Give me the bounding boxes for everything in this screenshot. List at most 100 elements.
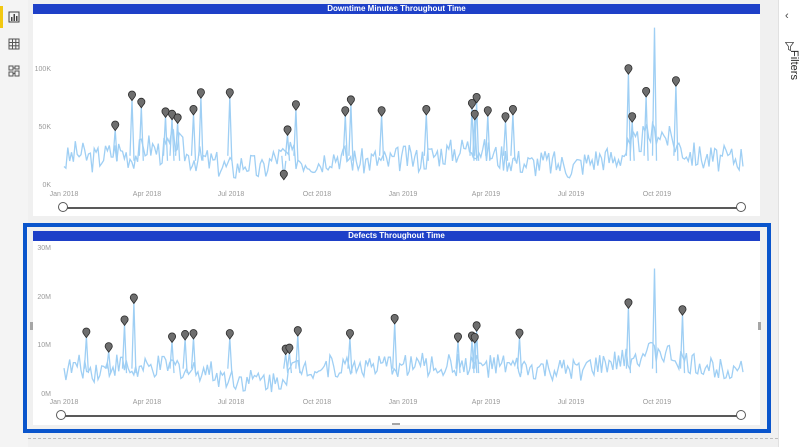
series-spike — [138, 106, 144, 161]
peak-marker — [82, 327, 91, 339]
defects-line-chart[interactable] — [33, 231, 760, 425]
peak-marker — [111, 120, 120, 132]
downtime-line-chart[interactable] — [33, 4, 760, 216]
x-tick-label: Jan 2019 — [388, 399, 418, 406]
peak-marker — [377, 106, 386, 117]
defects-slider-end-handle[interactable] — [736, 410, 746, 420]
x-tick-label: Apr 2019 — [471, 191, 501, 198]
peak-marker — [346, 95, 355, 107]
x-tick-label: Oct 2018 — [302, 191, 332, 198]
series-spike — [169, 118, 175, 161]
y-tick-label: 20M — [37, 294, 51, 301]
x-tick-label: Jan 2018 — [49, 191, 79, 198]
series-spike — [283, 353, 289, 374]
peak-marker — [454, 332, 462, 344]
peak-marker — [345, 329, 354, 340]
y-tick-label: 0M — [41, 391, 51, 398]
peak-marker — [624, 64, 633, 75]
series-spike — [227, 97, 233, 161]
peak-marker — [168, 332, 177, 344]
peak-marker — [671, 76, 680, 87]
series-spike — [182, 338, 188, 374]
series-spike — [162, 116, 169, 161]
chevron-left-icon[interactable]: ‹ — [785, 10, 789, 22]
peak-marker — [470, 109, 479, 121]
peak-marker — [508, 105, 517, 116]
series-spike — [190, 113, 197, 161]
x-tick-label: Apr 2018 — [132, 399, 162, 406]
peak-marker — [181, 330, 190, 341]
peak-marker — [189, 329, 198, 340]
filters-label: Filters — [788, 50, 800, 80]
y-tick-label: 0K — [42, 182, 51, 189]
x-tick-label: Jul 2019 — [557, 399, 585, 406]
x-tick-label: Jul 2018 — [217, 191, 245, 198]
peak-marker — [628, 112, 637, 123]
y-tick-label: 50K — [38, 124, 51, 131]
peak-marker — [285, 343, 294, 355]
peak-marker — [642, 87, 651, 98]
peak-marker — [470, 333, 479, 344]
peak-marker — [501, 112, 510, 123]
peak-marker — [196, 88, 205, 99]
peak-marker — [472, 321, 481, 332]
peak-marker — [225, 329, 234, 340]
y-tick-label: 10M — [37, 342, 51, 349]
peak-marker — [161, 107, 170, 119]
x-tick-label: Jan 2018 — [49, 399, 79, 406]
series-spike — [227, 338, 233, 374]
series-spike — [348, 104, 354, 161]
peak-marker — [137, 97, 146, 109]
downtime-slider-start-handle[interactable] — [58, 202, 68, 212]
series-spike — [131, 302, 137, 374]
series-spike — [392, 322, 398, 374]
downtime-visual[interactable]: Downtime Minutes Throughout Time 100K 50… — [33, 4, 760, 216]
peak-marker — [390, 314, 399, 325]
peak-marker — [104, 342, 113, 353]
x-tick-label: Jul 2018 — [217, 399, 245, 406]
x-tick-label: Jul 2019 — [557, 191, 585, 198]
series-spike — [651, 268, 658, 374]
series-spike — [293, 109, 299, 161]
x-tick-label: Apr 2018 — [132, 191, 162, 198]
y-tick-label: 100K — [34, 66, 51, 73]
series-spike — [629, 121, 635, 161]
page-divider — [28, 438, 778, 439]
filters-pane-collapsed[interactable]: ‹ — [778, 0, 800, 447]
series-spike — [129, 99, 135, 161]
defects-chart-title: Defects Throughout Time — [33, 231, 760, 241]
peak-marker — [422, 105, 431, 116]
report-view-icon[interactable] — [0, 6, 23, 28]
resize-handle-left[interactable] — [30, 322, 33, 330]
downtime-slider-end-handle[interactable] — [736, 202, 746, 212]
model-view-icon[interactable] — [5, 62, 23, 80]
peak-marker — [189, 105, 198, 116]
x-tick-label: Oct 2019 — [642, 191, 672, 198]
data-view-icon[interactable] — [5, 35, 23, 53]
defects-slider-start-handle[interactable] — [56, 410, 66, 420]
defects-visual[interactable]: Defects Throughout Time 30M 20M 10M 0M J… — [33, 231, 760, 425]
downtime-date-slider-track[interactable] — [64, 207, 740, 209]
resize-handle-bottom[interactable] — [392, 423, 400, 425]
series-spike — [651, 27, 658, 161]
peak-marker — [283, 125, 292, 137]
series-spike — [190, 338, 197, 374]
defects-date-slider-track[interactable] — [64, 415, 740, 417]
series-spike — [378, 115, 385, 161]
peak-marker — [341, 106, 350, 117]
peak-marker — [624, 298, 633, 310]
peak-marker — [279, 169, 288, 181]
peak-marker — [467, 99, 476, 110]
series-spike — [516, 337, 523, 374]
peak-marker — [293, 326, 302, 337]
peak-marker — [128, 90, 136, 102]
peak-marker — [173, 113, 182, 125]
resize-handle-right[interactable] — [758, 322, 761, 330]
x-tick-label: Oct 2019 — [642, 399, 672, 406]
series-spike — [423, 113, 429, 161]
series-spike — [679, 314, 686, 374]
x-tick-label: Oct 2018 — [302, 399, 332, 406]
peak-marker — [120, 315, 129, 327]
peak-marker — [483, 106, 492, 117]
peak-marker — [129, 293, 138, 305]
